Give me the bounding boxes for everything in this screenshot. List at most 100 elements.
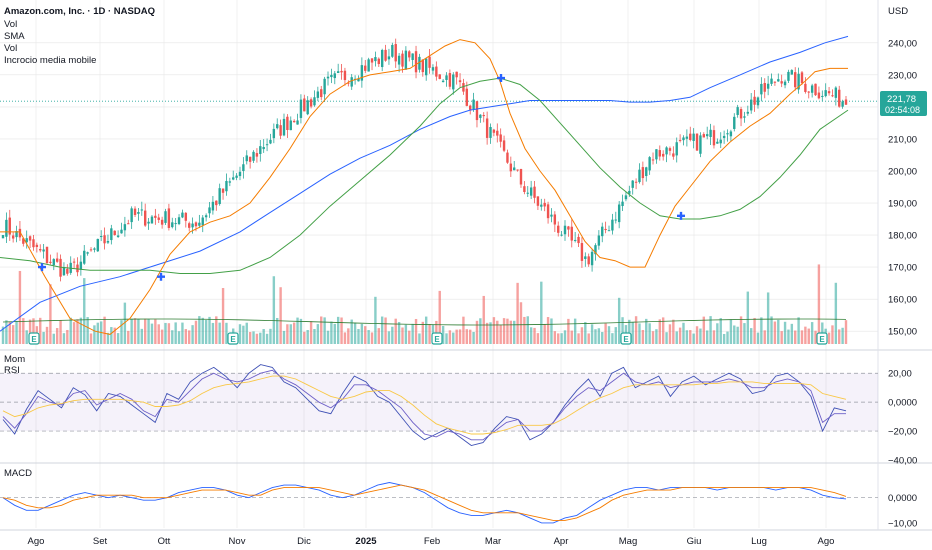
candle <box>838 85 841 108</box>
candle <box>282 113 286 137</box>
candle-body <box>269 139 272 144</box>
candle-body <box>469 105 472 110</box>
candle <box>160 216 164 229</box>
candle <box>39 244 42 253</box>
candle-body <box>763 82 766 92</box>
candle-body <box>171 222 174 228</box>
candle-body <box>496 130 499 136</box>
volume-bar <box>634 316 638 344</box>
mom-label[interactable]: Mom <box>4 354 25 365</box>
indicator-sma-label[interactable]: SMA <box>4 31 25 42</box>
candle-body <box>570 226 573 241</box>
volume-bar <box>262 329 265 344</box>
candle-body <box>350 77 353 87</box>
candle-body <box>678 139 682 141</box>
candle-body <box>685 136 689 139</box>
candle-body <box>130 208 133 223</box>
candle-body <box>360 65 364 81</box>
candle <box>22 237 25 247</box>
volume-bar <box>42 331 45 344</box>
sma_slow-line <box>0 35 849 332</box>
rsi-label[interactable]: RSI <box>4 365 20 376</box>
candle <box>783 79 787 89</box>
candle <box>242 157 245 179</box>
candle-body <box>150 216 154 224</box>
candle <box>458 73 462 88</box>
candle <box>645 166 648 182</box>
indicator-ma-cross-label[interactable]: Incrocio media mobile <box>4 55 96 66</box>
candle-body <box>448 73 452 87</box>
candle <box>705 126 709 140</box>
candle-body <box>42 249 45 252</box>
indicator-vol-label[interactable]: Vol <box>4 19 17 30</box>
time-tick-label: 2025 <box>355 536 377 547</box>
candle <box>557 221 560 237</box>
candle <box>506 149 509 164</box>
candle <box>567 225 570 237</box>
volume-bar <box>550 318 553 344</box>
candle-body <box>817 92 821 99</box>
volume-bar <box>489 322 492 344</box>
candle-body <box>201 217 204 226</box>
volume-bar <box>790 323 794 344</box>
candle <box>841 99 844 109</box>
volume-bar <box>248 331 252 344</box>
candle-body <box>597 235 601 246</box>
macd-tick-label: 0,0000 <box>888 493 917 504</box>
candle-body <box>177 217 181 225</box>
macd-line <box>2 482 847 524</box>
candle <box>225 173 228 196</box>
candle <box>753 89 756 112</box>
candle <box>651 152 655 165</box>
osc-tick-label: 0,0000 <box>888 398 917 409</box>
volume-bar <box>218 322 221 344</box>
volume-bar <box>242 325 245 344</box>
candle <box>276 118 279 130</box>
candle-body <box>777 79 780 82</box>
volume-bar <box>621 317 624 344</box>
indicator-vol2-label[interactable]: Vol <box>4 43 17 54</box>
ma-cross-marker <box>497 74 505 83</box>
candle-body <box>103 235 106 244</box>
volume-bar <box>316 324 320 344</box>
candle <box>614 211 617 224</box>
volume-bar <box>482 295 485 344</box>
volume-bar <box>279 287 282 344</box>
candle-body <box>827 91 831 94</box>
candle-body <box>540 204 543 207</box>
volume-bar <box>133 318 137 344</box>
candle <box>147 218 150 230</box>
volume-bar <box>787 329 790 344</box>
candle <box>563 220 567 241</box>
volume-bar <box>502 318 506 344</box>
volume-bar <box>445 333 448 344</box>
candle-body <box>824 90 827 97</box>
candle-body <box>702 134 706 138</box>
earnings-icon: E <box>28 332 40 345</box>
candle <box>309 97 313 109</box>
volume-bar <box>709 316 712 344</box>
candle-body <box>844 99 848 105</box>
price-tick-label: 230,00 <box>888 70 917 81</box>
volume-bar <box>533 327 536 344</box>
volume-bar <box>76 319 79 344</box>
candle-body <box>408 51 411 58</box>
time-tick-label: Ago <box>28 536 45 547</box>
candle-body <box>594 245 597 255</box>
volume-bar <box>645 318 648 344</box>
volume-bar <box>604 323 607 344</box>
candle <box>86 251 89 256</box>
candle <box>326 71 330 86</box>
candle-body <box>621 201 624 207</box>
symbol-title[interactable]: Amazon.com, Inc. · 1D · NASDAQ <box>4 6 155 17</box>
candle-body <box>658 150 661 157</box>
candle-body <box>719 139 722 144</box>
volume-bar <box>424 316 428 344</box>
candle-body <box>502 140 506 151</box>
macd-label[interactable]: MACD <box>4 468 32 479</box>
candle-body <box>695 133 699 151</box>
candle-body <box>787 71 790 81</box>
candle-body <box>62 267 66 276</box>
candle-body <box>235 175 238 178</box>
